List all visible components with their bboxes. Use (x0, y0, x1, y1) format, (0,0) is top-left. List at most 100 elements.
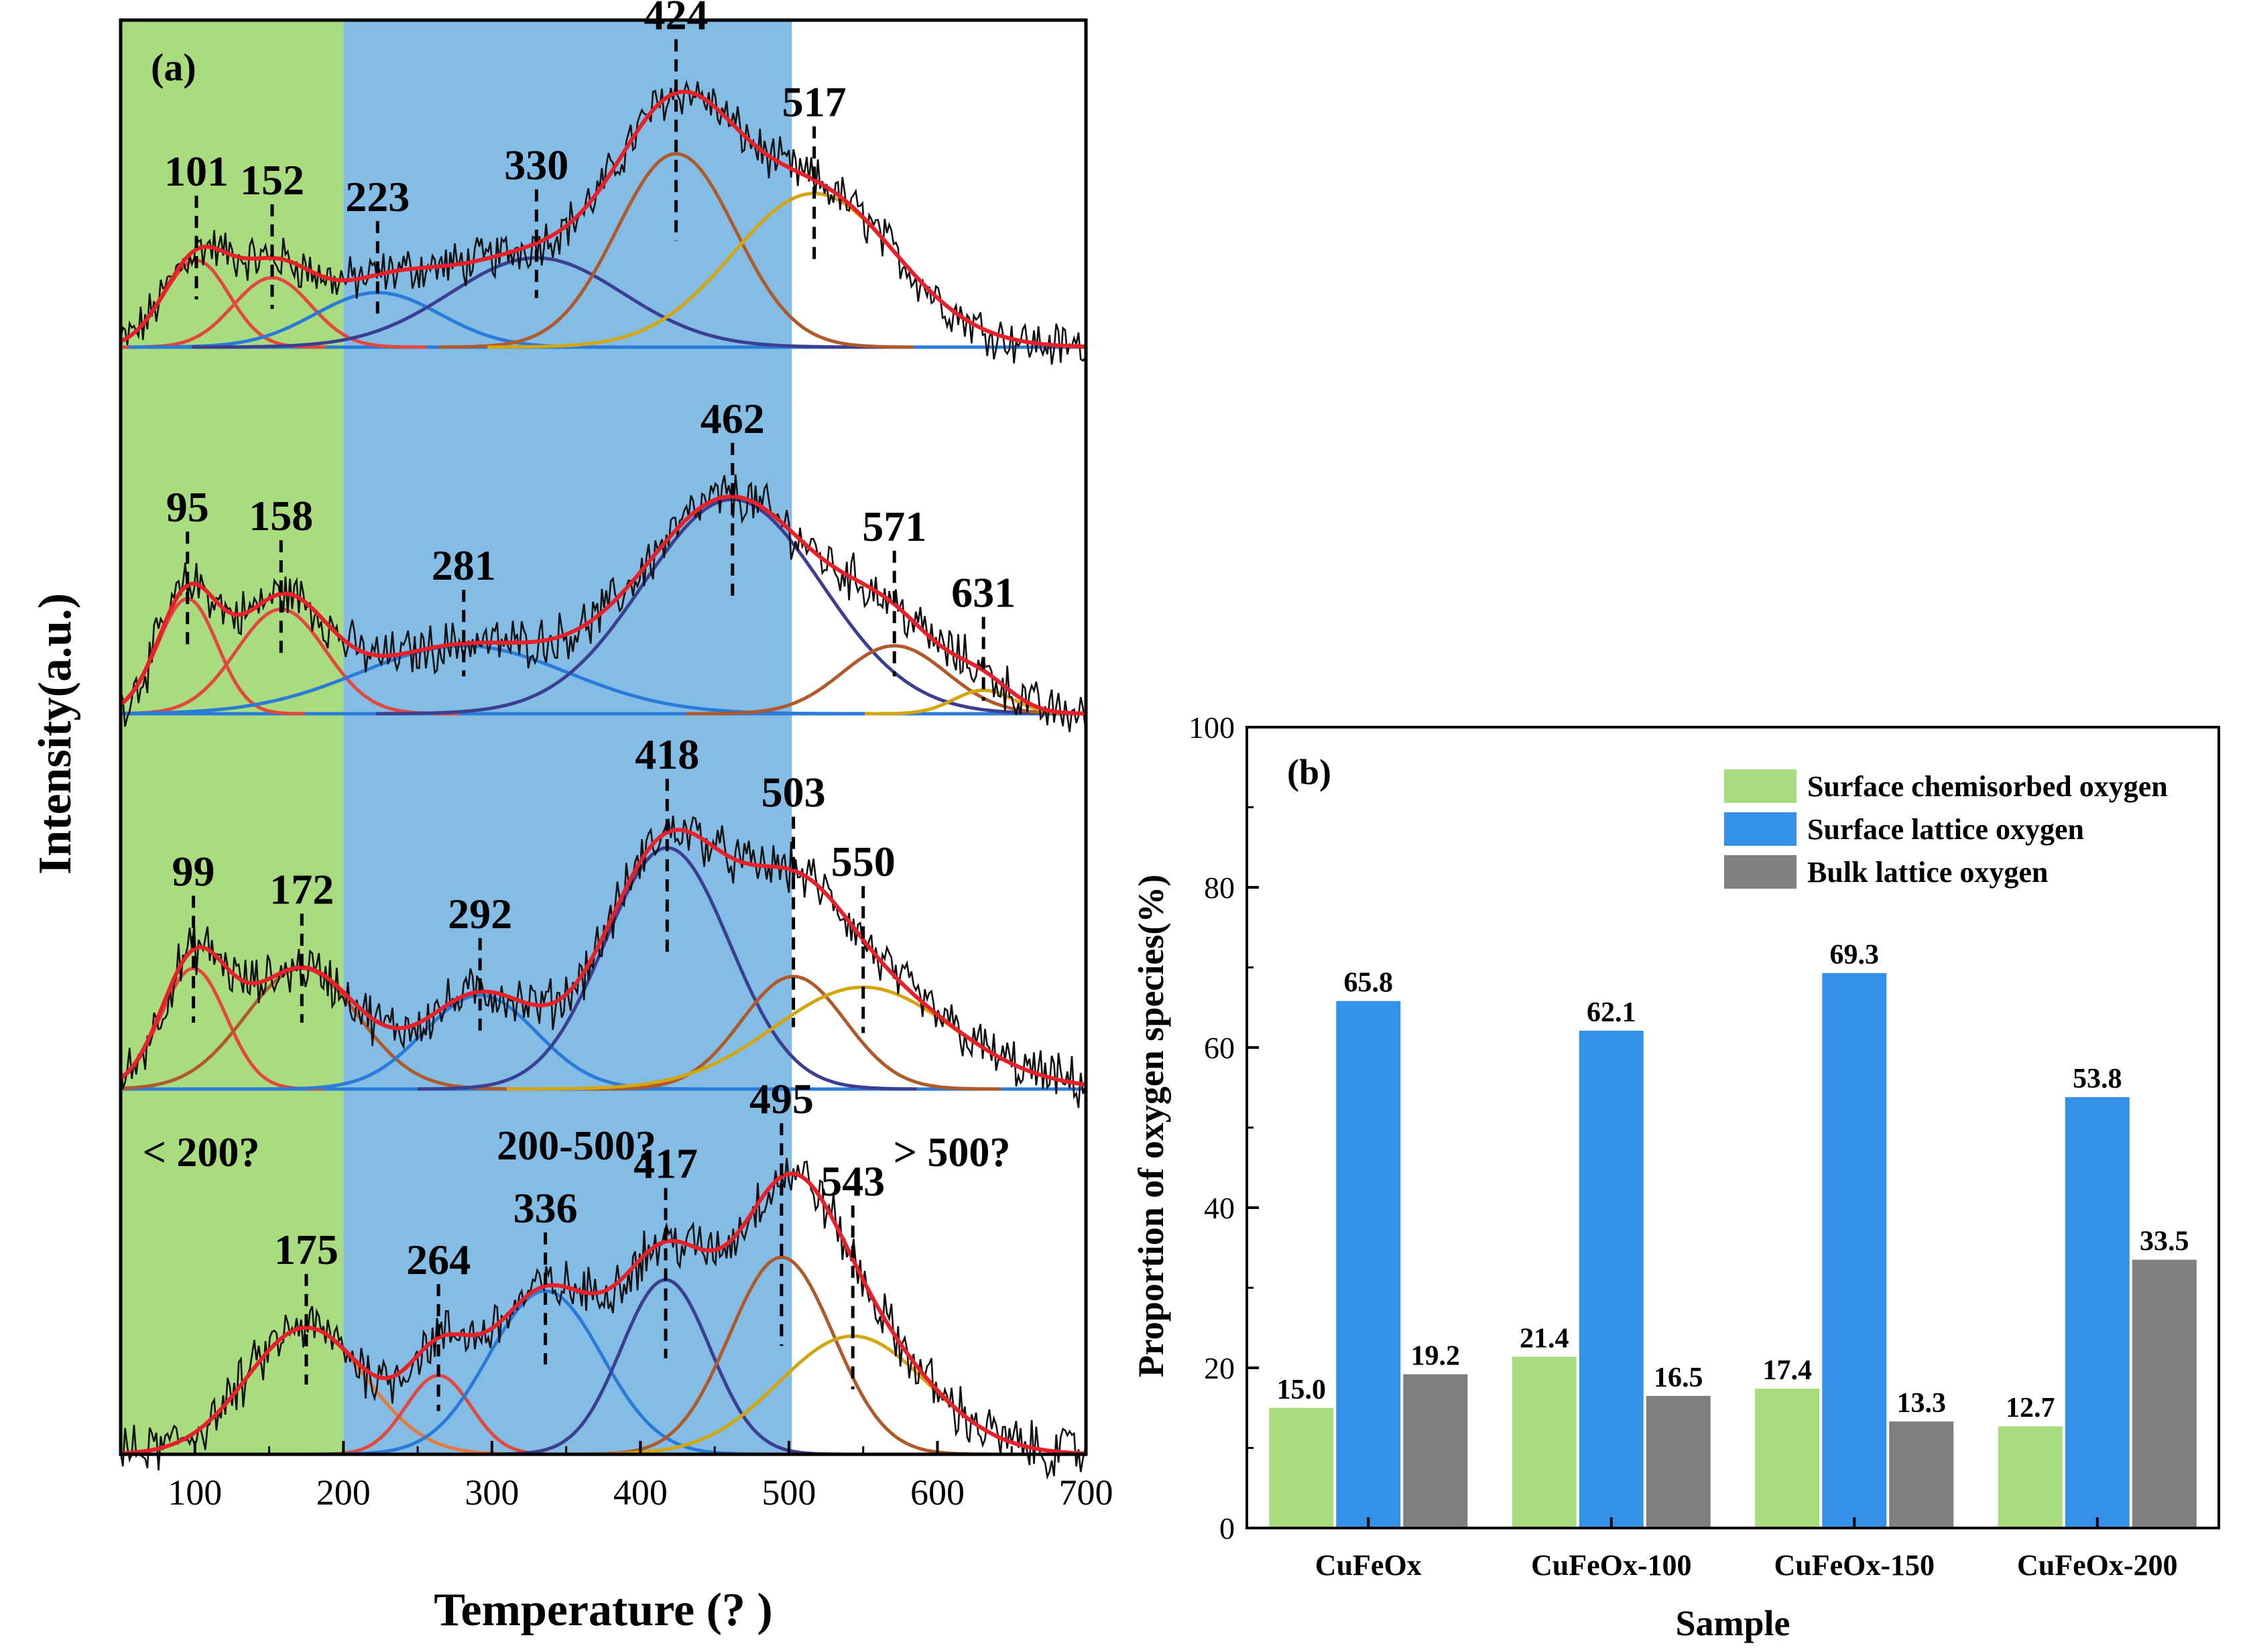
peak-label-550: 550 (831, 838, 896, 885)
panel-a-frame (119, 18, 1088, 1456)
bar-value-label: 62.1 (1587, 997, 1636, 1028)
bar-CuFeOx-surface-lattice-oxygen (1336, 1001, 1401, 1528)
legend-swatch (1724, 812, 1797, 846)
panel-b-x-ticks: CuFeOx CuFeOx-100 CuFeOx-150 CuFeOx-200 (1315, 1517, 2178, 1582)
y-tick-label: 80 (1204, 871, 1235, 905)
fitted-peak-158 (120, 607, 460, 716)
panel-a-x-ticks: 100 200 300 400 500 600 700 (119, 1441, 1113, 1513)
legend-label: Surface chemisorbed oxygen (1807, 770, 2168, 803)
panel-b-y-ticks: 0 20 40 60 80 100 (1189, 710, 1259, 1545)
x-tick-label: 100 (168, 1472, 222, 1513)
legend-swatch (1724, 855, 1797, 889)
y-tick-label: 0 (1219, 1511, 1235, 1545)
fitted-envelope (119, 828, 1087, 1087)
bar-CuFeOx-150-surface-chemisorbed-oxygen (1755, 1389, 1820, 1528)
peak-label-417: 417 (633, 1140, 698, 1188)
bar-CuFeOx-100-bulk-lattice-oxygen (1646, 1395, 1711, 1528)
bar-CuFeOx-200-surface-lattice-oxygen (2065, 1097, 2130, 1528)
bar-series: 15.0 65.8 19.2 21.4 62.1 16.5 17.4 69.3 13.3 12.7… (1269, 940, 2197, 1528)
bar-value-label: 33.5 (2140, 1226, 2189, 1257)
region-labels: < 200? 200-500? > 500? (143, 1123, 1011, 1176)
panel-a-label: (a) (151, 46, 196, 89)
bar-CuFeOx-100-surface-chemisorbed-oxygen (1512, 1356, 1577, 1528)
peak-label-152: 152 (240, 156, 304, 204)
bar-value-label: 17.4 (1763, 1355, 1813, 1386)
bar-value-label: 19.2 (1411, 1341, 1461, 1372)
region-mid-background (343, 20, 792, 1454)
peak-label-101: 101 (164, 147, 229, 195)
region-label-mid: 200-500? (497, 1123, 656, 1169)
bar-CuFeOx-bulk-lattice-oxygen (1403, 1374, 1468, 1528)
peak-label-175: 175 (274, 1226, 339, 1273)
fitted-peak-424 (438, 151, 914, 349)
x-tick-label: 600 (910, 1472, 965, 1513)
bar-value-label: 15.0 (1277, 1375, 1327, 1405)
peak-label-281: 281 (432, 542, 496, 589)
bar-CuFeOx-surface-chemisorbed-oxygen (1269, 1407, 1334, 1528)
fitted-peak-152 (120, 275, 427, 349)
peak-label-517: 517 (782, 78, 847, 126)
peak-label-631: 631 (951, 569, 1016, 617)
bar-CuFeOx-150-surface-lattice-oxygen (1822, 972, 1887, 1528)
bar-CuFeOx-150-bulk-lattice-oxygen (1889, 1421, 1954, 1528)
legend-label: Surface lattice oxygen (1807, 813, 2084, 846)
bar-value-label: 69.3 (1830, 940, 1880, 970)
peak-label-543: 543 (820, 1157, 885, 1205)
bar-value-label: 12.7 (2006, 1393, 2055, 1423)
peak-label-99: 99 (172, 848, 215, 895)
panel-b-x-axis-label: Sample (1675, 1603, 1790, 1643)
temperature-region-backgrounds (121, 20, 792, 1454)
y-tick-label: 40 (1204, 1191, 1235, 1225)
category-label: CuFeOx-100 (1531, 1549, 1692, 1582)
bar-CuFeOx-200-surface-chemisorbed-oxygen (1998, 1426, 2063, 1528)
panel-a-y-axis-label: Intensity(a.u.) (29, 593, 81, 875)
y-tick-label: 60 (1204, 1031, 1235, 1065)
panel-b-label: (b) (1287, 752, 1331, 792)
bar-CuFeOx-100-surface-lattice-oxygen (1579, 1030, 1644, 1528)
region-low-background (121, 20, 344, 1454)
peak-label-330: 330 (504, 141, 568, 189)
panel-a-x-axis-label: Temperature (? ) (434, 1584, 772, 1636)
fitted-peak-503 (585, 974, 1001, 1091)
peak-label-336: 336 (513, 1184, 578, 1232)
y-tick-label: 100 (1189, 710, 1235, 745)
category-label: CuFeOx (1315, 1549, 1422, 1582)
x-tick-label: 400 (613, 1472, 668, 1513)
region-label-low: < 200? (143, 1130, 260, 1176)
fitted-envelope (120, 1171, 1087, 1456)
panel-b-bar-chart: 15.0 65.8 19.2 21.4 62.1 16.5 17.4 69.3 13.3 12.7… (1131, 710, 2220, 1643)
peak-label-223: 223 (345, 173, 410, 220)
category-label: CuFeOx-150 (1774, 1549, 1935, 1582)
fitted-envelope (119, 494, 1087, 716)
x-tick-label: 500 (762, 1472, 816, 1513)
peak-label-95: 95 (166, 483, 209, 531)
category-label: CuFeOx-200 (2017, 1549, 2178, 1582)
x-tick-label: 200 (316, 1472, 371, 1513)
bar-value-label: 21.4 (1520, 1323, 1569, 1354)
y-tick-label: 20 (1204, 1351, 1235, 1385)
fitted-peak-495 (573, 1255, 989, 1456)
bar-CuFeOx-200-bulk-lattice-oxygen (2132, 1259, 2197, 1528)
legend-swatch (1724, 769, 1797, 803)
bar-value-label: 53.8 (2073, 1064, 2122, 1094)
peak-label-264: 264 (406, 1236, 471, 1283)
fitted-peak-336 (319, 1289, 772, 1456)
peak-label-158: 158 (249, 492, 313, 539)
bar-value-label: 65.8 (1344, 968, 1394, 999)
bar-value-label: 13.3 (1897, 1388, 1947, 1419)
region-label-high: > 500? (894, 1130, 1011, 1176)
panel-b-legend: Surface chemisorbed oxygen Surface lattic… (1724, 769, 2168, 889)
peak-label-418: 418 (635, 730, 699, 778)
peak-label-292: 292 (448, 890, 512, 938)
bar-value-label: 16.5 (1654, 1362, 1703, 1393)
peak-label-462: 462 (701, 395, 765, 442)
trace-2: 95 158 281 462 571 631 (119, 395, 1087, 733)
x-tick-label: 300 (465, 1472, 519, 1513)
peak-label-495: 495 (749, 1075, 814, 1123)
panel-b-y-axis-label: Proportion of oxygen species(%) (1131, 875, 1171, 1377)
